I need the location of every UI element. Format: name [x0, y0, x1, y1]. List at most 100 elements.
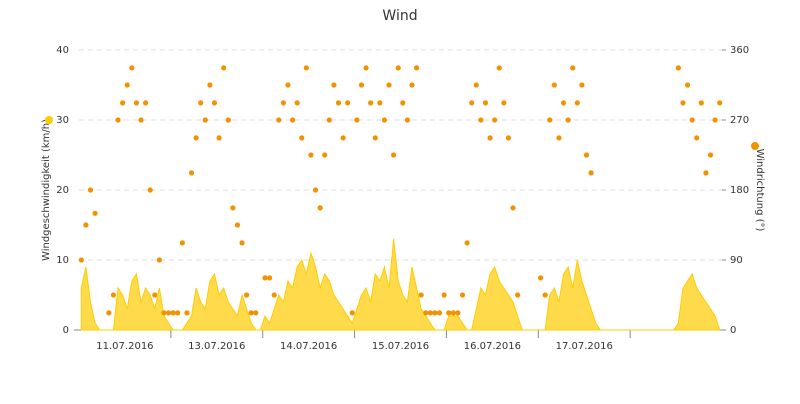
direction-point [271, 292, 277, 298]
direction-point [289, 117, 296, 123]
direction-point [515, 292, 521, 298]
direction-point [308, 152, 314, 158]
direction-point [129, 65, 135, 71]
direction-point [253, 310, 259, 316]
direction-point [267, 275, 273, 281]
direction-point [537, 275, 544, 281]
direction-point [418, 292, 424, 298]
direction-point [230, 205, 236, 211]
direction-point [570, 65, 576, 71]
direction-point [326, 117, 332, 123]
direction-point [680, 100, 686, 106]
direction-point [478, 117, 484, 123]
direction-point [432, 310, 438, 316]
y2-tick-label: 0 [730, 325, 736, 336]
direction-point [216, 135, 222, 141]
direction-point [156, 257, 162, 263]
direction-point [469, 100, 475, 106]
direction-point [381, 117, 388, 123]
direction-point [436, 310, 443, 316]
direction-point [358, 82, 365, 88]
direction-point [409, 82, 415, 88]
direction-point [285, 82, 291, 88]
direction-point [427, 310, 433, 316]
y2-tick-label: 90 [730, 255, 743, 266]
direction-point [694, 135, 700, 141]
direction-point [404, 117, 410, 123]
y2-tick-label: 360 [730, 45, 749, 56]
direction-point [423, 310, 429, 316]
legend-marker [751, 142, 759, 150]
y-axis-label: Windgeschwindigkeit (km/h) [41, 119, 52, 261]
direction-point [175, 310, 181, 316]
y-tick-label: 30 [56, 115, 69, 126]
direction-point [565, 117, 571, 123]
x-tick-label: 14.07.2016 [280, 341, 337, 352]
direction-point [496, 65, 502, 71]
direction-point [574, 100, 580, 106]
direction-point [170, 310, 176, 316]
direction-point [322, 152, 328, 158]
direction-point [92, 210, 98, 216]
direction-point [239, 240, 245, 246]
direction-point [689, 117, 695, 123]
direction-point [202, 117, 208, 123]
direction-point [386, 82, 392, 88]
direction-point [482, 100, 489, 106]
direction-point [138, 117, 144, 123]
direction-point [262, 275, 268, 281]
direction-point [147, 187, 153, 193]
direction-point [188, 170, 195, 176]
y-tick-label: 20 [56, 185, 69, 196]
direction-point [331, 82, 337, 88]
direction-point [115, 117, 121, 123]
direction-point [221, 65, 227, 71]
direction-point [583, 152, 590, 158]
x-tick-label: 16.07.2016 [464, 341, 521, 352]
direction-point [184, 310, 190, 316]
direction-point [161, 310, 167, 316]
y2-tick-label: 270 [730, 115, 749, 126]
direction-point [317, 205, 323, 211]
x-tick-label: 15.07.2016 [372, 341, 429, 352]
direction-point [165, 310, 172, 316]
direction-point [78, 257, 84, 263]
direction-point [551, 82, 557, 88]
direction-point [707, 152, 714, 158]
y-tick-label: 10 [56, 255, 69, 266]
direction-point [299, 135, 305, 141]
direction-point [303, 65, 309, 71]
direction-point [294, 100, 300, 106]
direction-point [675, 65, 681, 71]
direction-point [120, 100, 126, 106]
direction-point [354, 117, 360, 123]
direction-point [225, 117, 231, 123]
direction-point [280, 100, 286, 106]
direction-point [248, 310, 254, 316]
direction-point [133, 100, 140, 106]
direction-point [542, 292, 548, 298]
direction-point [492, 117, 498, 123]
direction-point [400, 100, 406, 106]
direction-point [487, 135, 493, 141]
direction-point [703, 170, 709, 176]
direction-point [276, 117, 282, 123]
direction-point [152, 292, 158, 298]
direction-point [464, 240, 470, 246]
direction-point [193, 135, 199, 141]
direction-point [110, 292, 117, 298]
y2-axis-label: Windrichtung (°) [754, 149, 765, 232]
direction-point [142, 100, 149, 106]
direction-point [450, 310, 456, 316]
legend-marker [45, 116, 53, 124]
direction-point [244, 292, 250, 298]
direction-point [377, 100, 383, 106]
direction-point [335, 100, 342, 106]
chart-title: Wind [382, 8, 417, 24]
direction-point [579, 82, 585, 88]
y-tick-label: 40 [56, 45, 69, 56]
y-tick-label: 0 [63, 325, 69, 336]
direction-point [510, 205, 516, 211]
direction-point [363, 65, 369, 71]
